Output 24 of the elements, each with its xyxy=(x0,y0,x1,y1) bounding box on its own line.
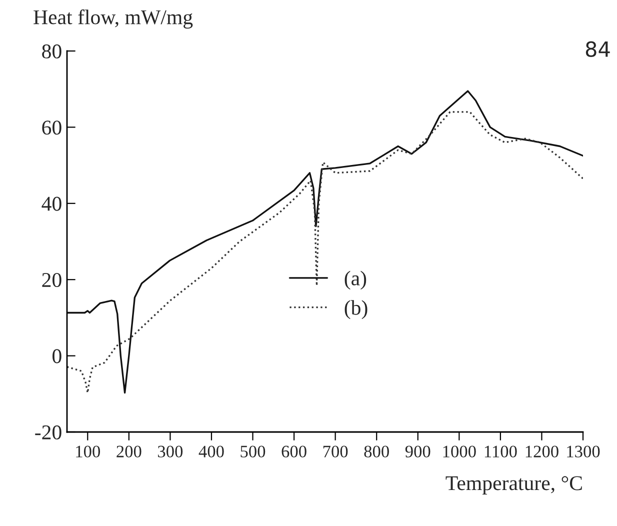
y-axis-title: Heat flow, mW/mg xyxy=(34,9,193,29)
y-tick-label: 60 xyxy=(42,120,62,135)
y-tick-label: 40 xyxy=(42,196,62,211)
y-tick-label: 20 xyxy=(42,272,62,288)
x-tick-label: 900 xyxy=(405,446,430,458)
x-tick-label: 1000 xyxy=(443,446,476,458)
x-axis-title: Temperature, °C xyxy=(446,476,582,494)
x-tick-label: 700 xyxy=(323,446,348,458)
x-tick-label: 400 xyxy=(198,446,224,458)
legend-label: (a) xyxy=(344,270,366,290)
y-tick-label: -20 xyxy=(35,425,62,440)
x-tick-label: 600 xyxy=(282,446,306,458)
x-tick-label: 100 xyxy=(76,446,100,458)
x-tick-label: 1200 xyxy=(526,446,558,458)
x-tick-label: 300 xyxy=(158,446,183,458)
y-tick-label: 0 xyxy=(52,349,62,364)
x-tick-label: 1100 xyxy=(484,446,517,458)
text: 84 xyxy=(586,41,610,58)
legend-label: (b) xyxy=(344,300,368,320)
x-tick-label: 500 xyxy=(240,446,266,458)
x-tick-label: 1300 xyxy=(567,446,600,458)
x-tick-label: 800 xyxy=(364,446,389,458)
y-tick-label: 80 xyxy=(42,44,62,58)
x-tick-label: 200 xyxy=(116,446,142,458)
